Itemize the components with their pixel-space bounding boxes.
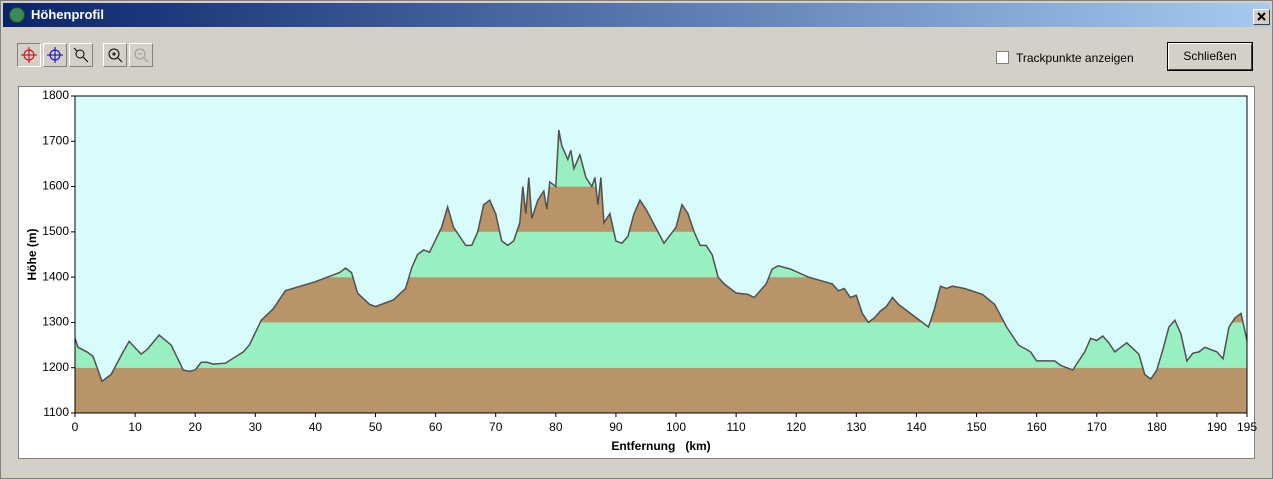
x-tick-label: 150 [967, 420, 987, 434]
x-tick-label: 10 [128, 420, 142, 434]
x-tick-label: 195 [1237, 420, 1257, 434]
y-tick-label: 1700 [42, 133, 69, 147]
x-tick-label: 100 [666, 420, 686, 434]
x-tick-label: 30 [249, 420, 263, 434]
x-tick-label: 170 [1087, 420, 1107, 434]
profile-line [74, 129, 1248, 383]
x-tick-label: 60 [429, 420, 443, 434]
window-title: Höhenprofil [31, 7, 104, 22]
title-bar: Höhenprofil [3, 3, 1270, 27]
x-tick-label: 20 [189, 420, 203, 434]
x-tick-label: 140 [906, 420, 926, 434]
x-tick-label: 50 [369, 420, 383, 434]
app-icon [9, 7, 25, 23]
x-tick-label: 120 [786, 420, 806, 434]
y-axis-label: Höhe (m) [25, 229, 39, 281]
x-tick-label: 160 [1027, 420, 1047, 434]
plot-frame [74, 95, 1248, 414]
y-tick-label: 1600 [42, 179, 69, 193]
x-tick-label: 70 [489, 420, 503, 434]
x-tick-label: 80 [549, 420, 563, 434]
x-tick-label: 40 [309, 420, 323, 434]
x-tick-label: 110 [727, 420, 746, 434]
x-tick-label: 190 [1207, 420, 1227, 434]
close-button[interactable]: Schließen [1167, 42, 1253, 71]
x-tick-label: 90 [609, 420, 623, 434]
tool-zoom-in[interactable] [103, 43, 127, 67]
x-tick-label: 180 [1147, 420, 1167, 434]
y-tick-label: 1500 [42, 224, 69, 238]
tool-zoom-rect[interactable] [69, 43, 93, 67]
tool-zoom-out[interactable] [129, 43, 153, 67]
x-axis-label: Entfernung (km) [611, 439, 710, 453]
x-tick-label: 130 [846, 420, 866, 434]
tool-crosshair-blue[interactable] [43, 43, 67, 67]
close-icon-button[interactable] [1253, 9, 1270, 25]
y-tick-label: 1800 [42, 88, 69, 102]
checkbox-label[interactable]: Trackpunkte anzeigen [1016, 51, 1134, 65]
checkbox[interactable] [996, 51, 1009, 64]
y-tick-label: 1300 [42, 315, 69, 329]
y-tick-label: 1400 [42, 269, 69, 283]
elevation-band [75, 367, 1247, 413]
y-tick-label: 1100 [43, 405, 69, 419]
x-tick-label: 0 [72, 420, 79, 434]
y-tick-label: 1200 [42, 360, 69, 374]
tool-crosshair-red[interactable] [17, 43, 41, 67]
